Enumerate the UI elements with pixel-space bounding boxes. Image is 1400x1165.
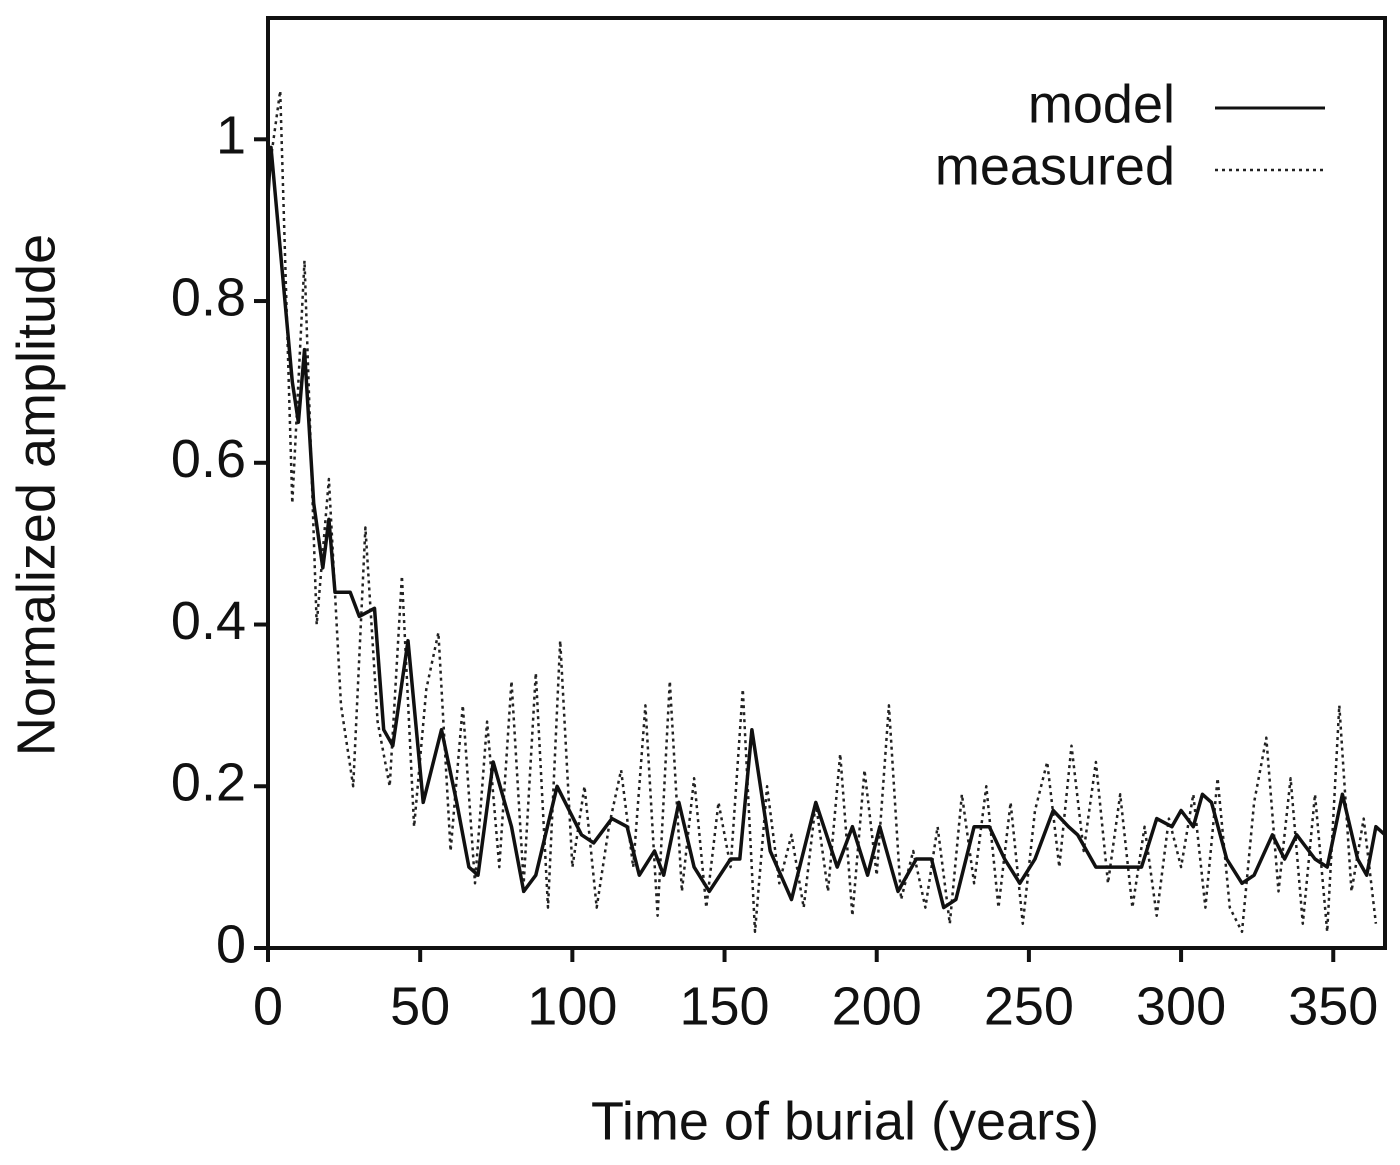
x-tick-label: 100: [527, 976, 617, 1036]
x-tick-label: 350: [1288, 976, 1378, 1036]
x-axis-label: Time of burial (years): [591, 1091, 1099, 1151]
y-tick-label: 0.6: [171, 429, 246, 489]
y-tick-label: 1: [216, 106, 246, 166]
x-tick-label: 300: [1136, 976, 1226, 1036]
y-tick-label: 0.4: [171, 591, 246, 651]
x-tick-label: 200: [832, 976, 922, 1036]
x-tick-label: 50: [390, 976, 450, 1036]
x-tick-label: 150: [679, 976, 769, 1036]
y-tick-label: 0.2: [171, 753, 246, 813]
legend-label: model: [1028, 74, 1175, 134]
y-tick-label: 0: [216, 914, 246, 974]
y-tick-label: 0.8: [171, 267, 246, 327]
plot-frame: [266, 16, 1387, 950]
series-line: [268, 89, 1378, 934]
series-line: [268, 145, 1385, 910]
x-tick-label: 250: [984, 976, 1074, 1036]
y-axis-label: Normalized amplitude: [6, 234, 66, 756]
x-tick-label: 0: [253, 976, 283, 1036]
legend-label: measured: [935, 136, 1175, 196]
